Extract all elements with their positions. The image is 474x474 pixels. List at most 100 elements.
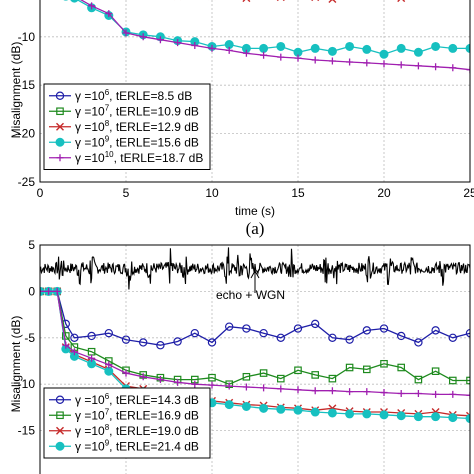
legend-entry: γ =1010, tERLE=18.7 dB	[75, 150, 203, 165]
legend-a: γ =106, tERLE=8.5 dBγ =107, tERLE=10.9 d…	[43, 83, 211, 170]
data-point	[396, 43, 406, 53]
data-point	[139, 33, 147, 41]
tick-labels-a: -25-20-15-10-50510152025	[18, 30, 474, 200]
y-tick-label: -20	[18, 127, 36, 141]
annotation-echo-wgn: echo + WGN	[216, 288, 285, 302]
data-point	[311, 0, 320, 2]
data-point	[259, 328, 268, 338]
data-point	[413, 47, 423, 57]
series-line	[40, 290, 470, 420]
series-a-3	[63, 0, 470, 59]
data-point	[363, 365, 371, 374]
data-point	[88, 2, 96, 10]
legend-marker	[55, 137, 65, 147]
data-point	[224, 400, 234, 410]
data-point	[327, 46, 337, 56]
data-point	[70, 0, 79, 3]
data-point	[156, 36, 164, 44]
data-point	[431, 412, 441, 422]
data-point	[174, 378, 182, 386]
data-point	[225, 46, 233, 54]
data-point	[225, 382, 233, 390]
data-point	[432, 390, 440, 398]
data-point	[465, 414, 470, 424]
data-point	[276, 0, 285, 2]
data-point	[276, 404, 286, 414]
series-b-0	[40, 287, 470, 350]
data-point	[294, 54, 302, 62]
legend-entry: γ =106, tERLE=8.5 dB	[75, 88, 192, 103]
x-axis-label-a: time (s)	[235, 204, 275, 218]
data-point	[191, 380, 199, 388]
data-point	[224, 322, 234, 331]
y-axis-label-a: Misalignment (dB)	[9, 42, 23, 139]
data-point	[122, 369, 130, 377]
x-tick-label: 20	[377, 186, 391, 200]
series-line	[40, 290, 470, 346]
data-point	[277, 385, 285, 393]
legend-entry: γ =106, tERLE=14.3 dB	[75, 392, 199, 407]
data-point	[380, 60, 388, 68]
data-point	[448, 413, 458, 423]
y-tick-label: -25	[18, 175, 36, 189]
data-point	[173, 337, 182, 346]
data-point	[328, 333, 337, 342]
y-tick-label: -10	[18, 377, 36, 391]
legend-entry: γ =109, tERLE=21.4 dB	[75, 438, 199, 453]
data-point	[432, 63, 440, 71]
data-point	[466, 391, 470, 399]
data-point	[346, 388, 354, 396]
y-tick-label: -15	[18, 424, 36, 438]
data-point	[40, 287, 44, 295]
data-point	[311, 387, 319, 395]
data-point	[328, 0, 337, 4]
data-point	[276, 41, 286, 51]
data-point	[259, 369, 268, 377]
data-point	[396, 411, 406, 421]
data-point	[414, 338, 423, 347]
data-point	[259, 43, 269, 53]
data-point	[363, 59, 371, 67]
data-point	[310, 43, 320, 53]
data-point	[465, 43, 470, 53]
data-point	[397, 331, 406, 341]
data-point	[466, 66, 470, 74]
data-point	[241, 401, 251, 411]
data-point	[328, 387, 336, 395]
legend-marker	[56, 411, 64, 420]
data-point	[191, 42, 199, 50]
data-point	[431, 367, 440, 376]
data-point	[449, 376, 457, 385]
y-axis-label-b: Misalignment (dB)	[9, 316, 23, 413]
data-point	[260, 51, 268, 59]
data-point	[379, 49, 389, 59]
data-point	[276, 333, 285, 342]
data-point	[293, 405, 303, 415]
data-point	[277, 374, 285, 383]
data-point	[328, 374, 337, 383]
y-tick-label: 0	[28, 284, 35, 298]
series-a-4	[79, 0, 470, 74]
data-point	[208, 373, 216, 382]
data-point	[294, 386, 302, 394]
legend-entry: γ =109, tERLE=15.6 dB	[75, 134, 199, 149]
x-tick-label: 0	[37, 186, 44, 200]
data-point	[294, 366, 302, 375]
data-point	[138, 338, 148, 347]
axes-frame-a	[39, 0, 471, 183]
data-point	[449, 64, 457, 72]
data-point	[346, 58, 354, 66]
data-point	[413, 412, 423, 422]
data-point	[121, 335, 131, 344]
data-point	[190, 328, 199, 338]
data-point	[397, 61, 405, 69]
data-point	[88, 354, 96, 362]
data-point	[431, 41, 441, 51]
data-point	[345, 335, 354, 344]
data-point	[156, 341, 165, 350]
data-point	[208, 381, 216, 389]
annotation-arrow	[250, 269, 260, 293]
legend-marker	[56, 107, 64, 116]
data-point	[87, 331, 96, 341]
data-point	[139, 373, 147, 381]
